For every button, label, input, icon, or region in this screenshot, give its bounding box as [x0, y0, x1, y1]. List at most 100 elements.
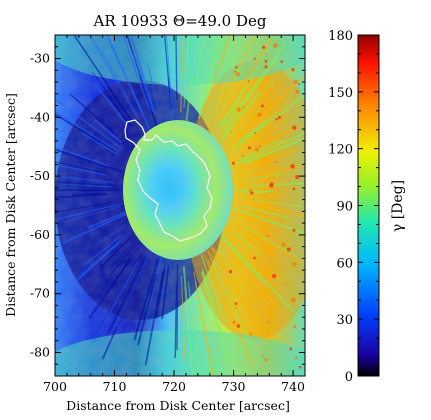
- fibril-streak: [63, 205, 121, 223]
- fibril-streak: [226, 255, 282, 329]
- penumbral-fibrils: [55, 35, 305, 376]
- colorbar-tick-label: 90: [336, 200, 353, 215]
- fibril-streak: [187, 281, 200, 376]
- fibril-streak: [232, 88, 269, 129]
- fibril-streak: [62, 212, 127, 245]
- fibril-streak: [180, 276, 186, 360]
- fibril-streak: [155, 268, 166, 319]
- red-speck: [228, 270, 233, 274]
- fibril-streak: [82, 132, 119, 156]
- fibril-streak: [183, 35, 190, 109]
- x-tick-label: 730: [222, 379, 246, 394]
- fibril-streak: [163, 35, 172, 110]
- plot-frame: [54, 34, 306, 377]
- red-speck: [282, 243, 286, 247]
- red-speck: [234, 307, 237, 309]
- fibril-streak: [101, 50, 138, 117]
- y-tick-label: -60: [30, 227, 50, 242]
- fibril-streak: [109, 241, 134, 270]
- red-speck: [234, 71, 236, 73]
- red-speck: [267, 321, 270, 324]
- x-axis-label: Distance from Disk Center [arcsec]: [66, 398, 290, 413]
- fibril-streak: [72, 192, 106, 197]
- red-speck: [298, 83, 301, 86]
- fibril-streak: [199, 35, 221, 112]
- red-speck: [231, 161, 235, 165]
- fibril-streak: [206, 259, 254, 367]
- red-speck: [289, 347, 293, 351]
- fibril-streak: [93, 118, 122, 144]
- fibril-streak: [139, 75, 157, 126]
- fibril-streak: [55, 181, 119, 187]
- fibril-streak: [55, 201, 112, 214]
- fibril-streak: [231, 86, 275, 133]
- fibril-streak: [197, 35, 224, 119]
- red-speck: [234, 302, 238, 305]
- fibril-streak: [144, 270, 164, 366]
- colorbar-tick-label: 60: [336, 256, 353, 271]
- fibril-streak: [227, 238, 272, 282]
- fibril-streak: [233, 208, 305, 234]
- fibril-streak: [122, 35, 151, 110]
- fibril-streak: [245, 202, 305, 215]
- colorbar-axis: 0 30 60 90 120 150 180: [328, 29, 379, 385]
- y-tick-label: -70: [30, 286, 50, 301]
- red-speck: [298, 255, 301, 258]
- red-speck: [266, 235, 269, 237]
- fibril-streak: [249, 182, 305, 188]
- fibril-streak: [107, 94, 132, 127]
- fibril-streak: [175, 35, 178, 101]
- fibril-streak: [176, 264, 179, 351]
- colorbar-tick-label: 150: [328, 86, 353, 101]
- red-speck: [280, 60, 283, 63]
- y-tick-label: -80: [30, 344, 50, 359]
- red-speck: [230, 131, 233, 134]
- red-speck: [258, 144, 261, 148]
- fibril-streak: [55, 110, 119, 153]
- red-speck: [277, 115, 282, 120]
- fibril-streak: [218, 64, 260, 128]
- fibril-streak: [209, 270, 227, 312]
- fibril-streak: [210, 246, 267, 343]
- red-speck: [293, 325, 297, 329]
- fibril-streak: [147, 64, 160, 111]
- red-speck: [261, 45, 266, 50]
- fibril-streak: [220, 234, 296, 314]
- red-speck: [241, 154, 244, 158]
- fibril-streak: [222, 58, 278, 132]
- red-speck: [293, 79, 299, 85]
- fibril-streak: [244, 205, 289, 219]
- red-speck: [254, 131, 256, 134]
- red-speck: [250, 191, 254, 195]
- red-speck: [264, 358, 268, 362]
- red-speck: [290, 164, 295, 169]
- fibril-streak: [106, 257, 132, 294]
- fibril-streak: [225, 43, 286, 126]
- fibril-streak: [236, 147, 301, 172]
- fibril-streak: [55, 193, 109, 199]
- fibril-streak: [63, 183, 113, 188]
- red-speck: [292, 262, 297, 267]
- fibril-streak: [192, 35, 205, 100]
- x-tick-label: 740: [281, 379, 305, 394]
- fibril-streak: [109, 244, 136, 277]
- fibril-streak: [213, 248, 271, 341]
- y-tick-label: -40: [30, 109, 50, 124]
- x-tick-label: 700: [43, 379, 67, 394]
- red-speck: [292, 125, 297, 130]
- fibril-streak: [237, 122, 274, 149]
- red-speck: [291, 68, 295, 72]
- fibril-streak: [99, 234, 134, 269]
- fibril-streak: [55, 148, 124, 174]
- x-tick-label: 710: [103, 379, 127, 394]
- red-speck: [292, 187, 296, 191]
- red-speck: [253, 256, 256, 260]
- red-speck: [294, 356, 298, 360]
- fibril-streak: [56, 146, 110, 168]
- fibril-streak: [194, 280, 214, 376]
- red-speck: [247, 80, 250, 82]
- fibril-streak: [229, 250, 276, 305]
- fibril-streak: [231, 94, 305, 151]
- fibril-streak: [240, 202, 305, 217]
